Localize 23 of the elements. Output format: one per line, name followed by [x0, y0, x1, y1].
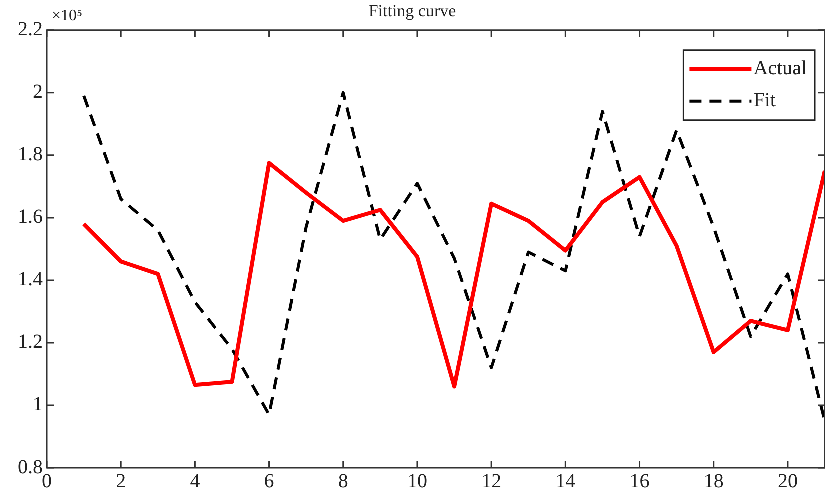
x-tick-label: 10: [407, 470, 428, 492]
y-tick-label: 0.8: [18, 456, 43, 478]
chart-title: Fitting curve: [368, 2, 456, 21]
x-tick-label: 0: [42, 470, 52, 492]
y-tick-label: 2: [33, 81, 43, 104]
x-tick-label: 16: [630, 470, 650, 492]
y-tick-label: 1.2: [18, 331, 43, 354]
y-tick-label: 1: [33, 394, 43, 416]
x-tick-label: 6: [264, 470, 274, 492]
text: ×10⁵: [52, 8, 83, 25]
y-tick-label: 2.2: [18, 18, 43, 41]
x-tick-label: 14: [556, 470, 576, 492]
legend-label: Fit: [754, 90, 776, 112]
x-tick-label: 12: [482, 470, 502, 492]
y-tick-label: 1.4: [18, 268, 43, 291]
x-tick-label: 18: [704, 470, 724, 492]
x-tick-label: 8: [338, 470, 348, 492]
legend-label: Actual: [754, 58, 808, 80]
x-tick-label: 4: [190, 470, 200, 492]
y-tick-label: 1.6: [18, 206, 43, 228]
x-tick-label: 2: [116, 470, 126, 492]
y-tick-label: 1.8: [18, 144, 43, 166]
x-tick-label: 20: [778, 470, 798, 492]
